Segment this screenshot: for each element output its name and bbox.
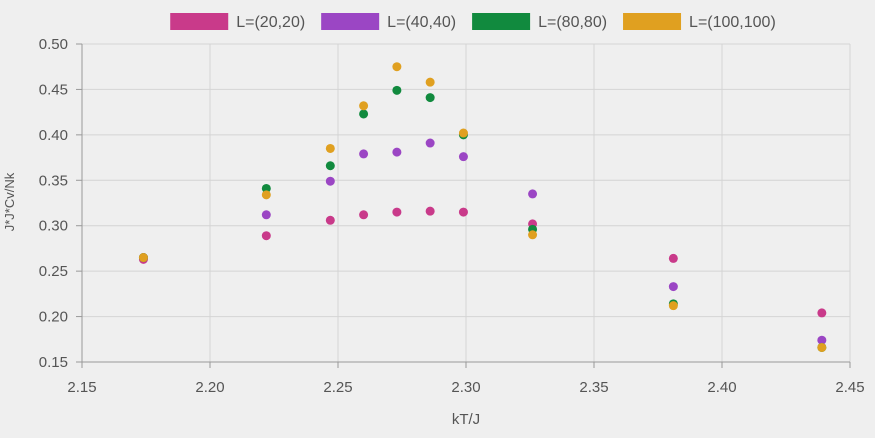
x-axis-title: kT/J [452, 411, 480, 428]
legend-label: L=(80,80) [538, 14, 607, 31]
data-point[interactable] [261, 231, 271, 241]
y-tick-label: 0.20 [39, 309, 68, 326]
legend-item[interactable]: L=(80,80) [472, 13, 607, 31]
y-tick-label: 0.30 [39, 218, 68, 235]
y-tick-label: 0.40 [39, 127, 68, 144]
y-tick-label: 0.35 [39, 172, 68, 189]
legend-swatch [472, 13, 531, 30]
data-point[interactable] [325, 215, 335, 225]
data-points [138, 62, 827, 352]
y-tick-label: 0.15 [39, 354, 68, 371]
data-point[interactable] [261, 190, 271, 200]
data-point[interactable] [325, 143, 335, 153]
data-point[interactable] [392, 147, 402, 157]
data-point[interactable] [325, 161, 335, 171]
data-point[interactable] [359, 101, 369, 111]
y-axis-title: J*J*Cv/Nk [2, 172, 17, 231]
data-point[interactable] [425, 93, 435, 103]
data-point[interactable] [425, 138, 435, 148]
x-tick-label: 2.40 [707, 379, 736, 396]
data-point[interactable] [458, 152, 468, 162]
data-point[interactable] [458, 128, 468, 138]
y-tick-label: 0.25 [39, 263, 68, 280]
data-point[interactable] [425, 77, 435, 87]
data-point[interactable] [668, 301, 678, 311]
data-point[interactable] [325, 176, 335, 186]
data-point[interactable] [392, 207, 402, 217]
data-point[interactable] [261, 210, 271, 220]
x-tick-label: 2.25 [323, 379, 352, 396]
legend-label: L=(20,20) [236, 14, 305, 31]
legend-swatch [321, 13, 380, 30]
data-point[interactable] [458, 207, 468, 217]
data-point[interactable] [668, 282, 678, 292]
legend-swatch [623, 13, 682, 30]
x-tick-label: 2.35 [579, 379, 608, 396]
data-point[interactable] [817, 335, 827, 345]
legend-swatch [170, 13, 229, 30]
legend-label: L=(40,40) [387, 14, 456, 31]
legend-label: L=(100,100) [689, 14, 776, 31]
data-point[interactable] [359, 109, 369, 119]
data-point[interactable] [425, 206, 435, 216]
data-point[interactable] [138, 253, 148, 263]
data-point[interactable] [392, 62, 402, 72]
data-point[interactable] [668, 253, 678, 263]
legend-item[interactable]: L=(20,20) [170, 13, 305, 31]
grid [81, 43, 851, 363]
legend-item[interactable]: L=(40,40) [321, 13, 456, 31]
data-point[interactable] [392, 85, 402, 95]
axes: 0.15 0.20 0.25 0.30 0.35 0.40 0.45 0.50 2.15 2.20… [39, 36, 865, 396]
data-point[interactable] [359, 210, 369, 220]
data-point[interactable] [817, 308, 827, 318]
x-tick-label: 2.45 [835, 379, 864, 396]
legend-item[interactable]: L=(100,100) [623, 13, 776, 31]
legend: L=(20,20) L=(40,40) L=(80,80) L=(100,100) [170, 13, 776, 31]
y-tick-label: 0.45 [39, 81, 68, 98]
data-point[interactable] [359, 149, 369, 159]
data-point[interactable] [528, 230, 538, 240]
x-tick-label: 2.30 [451, 379, 480, 396]
data-point[interactable] [261, 183, 271, 193]
x-tick-label: 2.15 [67, 379, 96, 396]
y-tick-label: 0.50 [39, 36, 68, 53]
data-point[interactable] [528, 189, 538, 199]
data-point[interactable] [817, 342, 827, 352]
x-tick-label: 2.20 [195, 379, 224, 396]
